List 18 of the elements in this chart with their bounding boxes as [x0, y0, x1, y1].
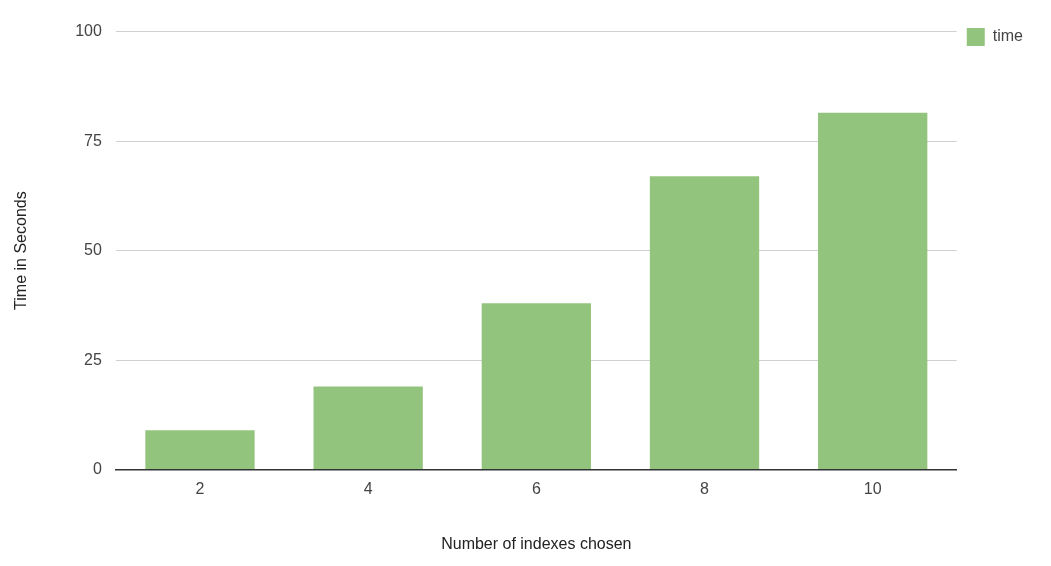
- x-axis-title: Number of indexes chosen: [441, 534, 632, 552]
- legend-label: time: [992, 27, 1024, 45]
- y-axis-title: Time in Seconds: [12, 191, 30, 310]
- x-tick-label: 4: [363, 479, 373, 497]
- y-tick-label: 25: [84, 350, 102, 368]
- x-tick-label: 6: [531, 479, 541, 497]
- bar: [649, 176, 760, 470]
- x-tick-label: 2: [195, 479, 205, 497]
- bar: [818, 112, 928, 470]
- bar: [481, 303, 591, 470]
- y-tick-label: 75: [84, 131, 102, 149]
- y-tick-label: 50: [84, 241, 102, 259]
- bar: [145, 430, 255, 470]
- bar: [313, 386, 423, 470]
- x-tick-label: 8: [700, 479, 710, 497]
- x-tick-label: 10: [863, 479, 882, 497]
- y-tick-label: 0: [92, 460, 102, 478]
- y-tick-label: 100: [75, 22, 102, 40]
